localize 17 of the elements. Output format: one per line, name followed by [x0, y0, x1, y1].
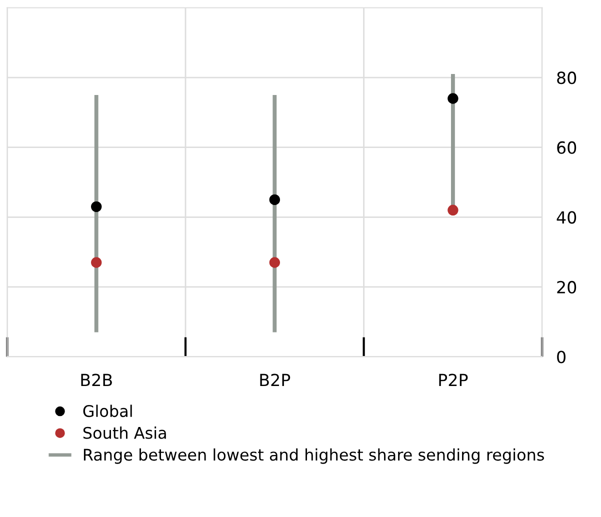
y-tick-label: 80	[557, 72, 576, 84]
legend-label: Range between lowest and highest share sending regions	[84, 448, 544, 464]
point	[448, 204, 458, 216]
point	[269, 194, 280, 206]
legend-label: South Asia	[83, 426, 166, 439]
x-tick-label: P2P	[439, 374, 468, 386]
y-tick-label: 20	[557, 280, 576, 294]
legend-label: Global	[83, 404, 132, 418]
point	[91, 257, 102, 268]
point	[91, 201, 102, 212]
y-tick-label: 0	[557, 350, 566, 364]
x-tick-label: B2P	[260, 374, 290, 386]
y-tick-label: 40	[556, 211, 576, 224]
x-tick-label: B2B	[81, 374, 112, 386]
point	[269, 257, 280, 268]
y-tick-label: 60	[557, 141, 576, 154]
point	[448, 93, 458, 104]
